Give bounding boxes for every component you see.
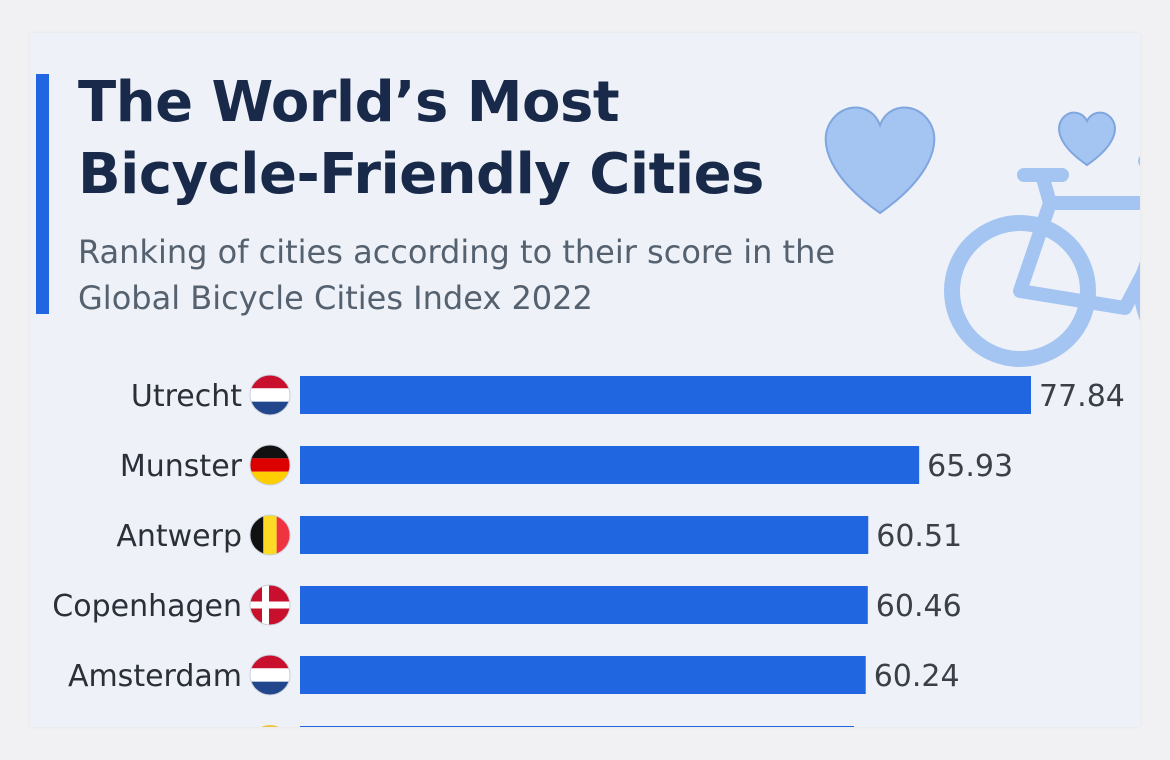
bar (300, 376, 1031, 414)
chart-title: The World’s Most Bicycle-Friendly Cities (78, 70, 764, 207)
city-label: Munster (120, 449, 243, 484)
netherlands-flag-icon (250, 375, 290, 415)
bicycle-illustration (824, 106, 1140, 367)
chart-subtitle: Ranking of cities according to their sco… (78, 233, 836, 317)
germany-flag-icon (250, 445, 290, 485)
netherlands-flag-icon (250, 655, 290, 695)
denmark-flag-icon (250, 585, 290, 625)
bar (300, 656, 866, 694)
flag-outline (249, 584, 291, 626)
bar (300, 586, 868, 624)
flag-outline (249, 444, 291, 486)
bicycle-icon (944, 156, 1140, 367)
flag-outline (249, 514, 291, 556)
infographic-card: The World’s Most Bicycle-Friendly Cities… (30, 33, 1140, 727)
city-label: Utrecht (131, 379, 242, 414)
value-label: 77.84 (1039, 379, 1125, 414)
heart-icon (824, 106, 936, 215)
accent-bar (36, 74, 49, 314)
flag-icon-partial (261, 725, 279, 727)
bar-chart: Utrecht 77.84 Munster 65.93 Antwerp 60.51 Cope… (52, 374, 1125, 727)
value-label: 65.93 (927, 449, 1013, 484)
city-label: Antwerp (116, 519, 242, 554)
belgium-flag-icon (250, 515, 290, 555)
flag-outline (249, 374, 291, 416)
flag-outline (249, 654, 291, 696)
heart-icon (1058, 111, 1116, 167)
value-label: 60.46 (876, 589, 962, 624)
bar (300, 516, 869, 554)
value-label: 60.24 (874, 659, 960, 694)
city-label: Amsterdam (68, 659, 242, 694)
value-label: 60.51 (876, 519, 962, 554)
city-label: Copenhagen (52, 589, 242, 624)
bar (300, 446, 920, 484)
bar-partial (300, 726, 855, 727)
